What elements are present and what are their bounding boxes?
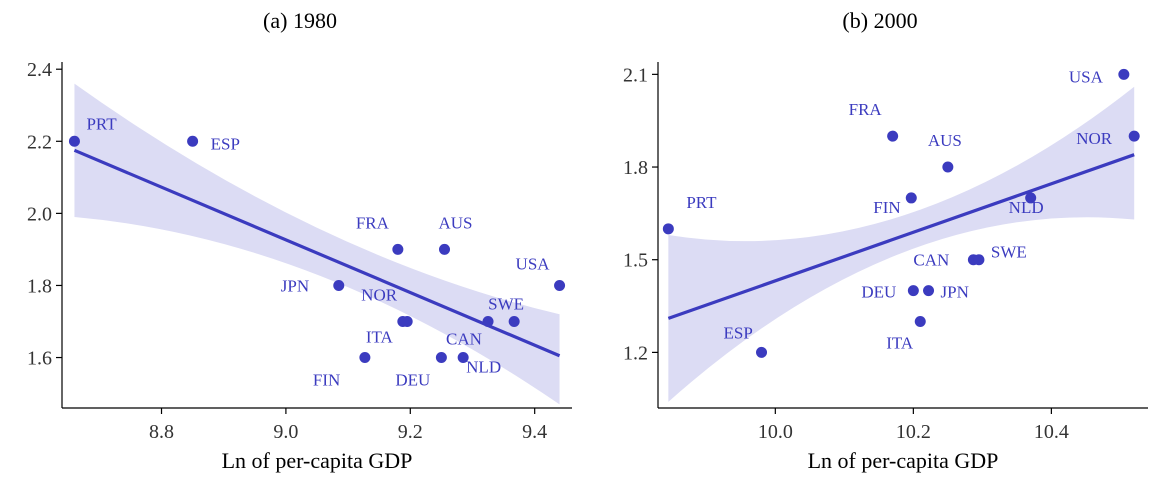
data-point-deu (435, 352, 447, 364)
data-point-fra (887, 130, 899, 142)
point-label-esp: ESP (211, 134, 240, 153)
x-tick-label: 9.4 (522, 421, 547, 443)
data-point-nld (457, 352, 469, 364)
point-label-can: CAN (446, 330, 482, 349)
data-point-aus (942, 161, 954, 173)
panel-title: (b) 2000 (842, 8, 917, 33)
x-axis-label: Ln of per-capita GDP (808, 448, 999, 473)
data-point-deu (907, 285, 919, 297)
x-tick-label: 10.4 (1034, 421, 1069, 443)
y-tick-label: 2.2 (27, 131, 52, 153)
panel-title: (a) 1980 (263, 8, 337, 33)
point-label-jpn: JPN (941, 283, 969, 302)
data-point-swe (508, 316, 520, 327)
point-label-fin: FIN (873, 198, 900, 217)
data-point-ita (397, 316, 409, 327)
point-label-swe: SWE (488, 295, 524, 314)
data-point-fin (359, 352, 371, 364)
x-tick-label: 9.2 (398, 421, 423, 443)
point-label-can: CAN (913, 251, 949, 270)
data-point-fin (905, 192, 917, 204)
x-axis-label: Ln of per-capita GDP (222, 448, 413, 473)
point-label-nld: NLD (1009, 198, 1044, 217)
y-tick-label: 2.1 (623, 64, 648, 86)
point-label-nld: NLD (466, 358, 501, 377)
data-point-prt (68, 135, 80, 147)
data-point-can (482, 316, 494, 327)
point-label-ita: ITA (886, 334, 914, 353)
data-point-nld (1025, 192, 1037, 204)
point-label-fin: FIN (313, 371, 340, 390)
regression-line (73, 148, 561, 358)
point-label-fra: FRA (356, 213, 390, 232)
data-point-esp (187, 135, 199, 147)
point-label-jpn: JPN (281, 276, 309, 295)
data-point-swe (973, 254, 985, 266)
x-tick-label: 9.0 (273, 421, 298, 443)
x-tick-label: 10.2 (896, 421, 931, 443)
data-point-esp (756, 346, 768, 358)
point-label-usa: USA (1069, 67, 1104, 86)
y-tick-label: 1.6 (27, 348, 52, 370)
point-label-usa: USA (516, 254, 551, 273)
data-point-usa (554, 279, 566, 291)
data-point-ita (914, 316, 926, 327)
panel-a-1980: (a) 1980 8.8 9.0 9.2 9.4 1.6 1.8 2.0 2.2 2.4 Ln of… (27, 8, 572, 473)
y-tick-label: 2.0 (27, 203, 52, 225)
y-tick-label: 2.4 (27, 59, 52, 81)
point-label-nor: NOR (361, 286, 398, 305)
point-label-nor: NOR (1076, 129, 1113, 148)
point-label-swe: SWE (991, 243, 1027, 262)
point-label-ita: ITA (366, 328, 394, 347)
data-point-jpn (923, 285, 935, 297)
regression-line (667, 153, 1135, 320)
data-point-usa (1118, 68, 1130, 80)
confidence-band (668, 86, 1135, 402)
panel-b-2000: (b) 2000 10.0 10.2 10.4 1.2 1.5 1.8 2.1 Ln of pe… (623, 8, 1148, 473)
point-label-fra: FRA (849, 100, 883, 119)
x-tick-label: 10.0 (758, 421, 793, 443)
point-label-esp: ESP (724, 323, 753, 342)
data-point-jpn (333, 279, 345, 291)
point-label-aus: AUS (928, 131, 962, 150)
point-label-aus: AUS (439, 213, 473, 232)
confidence-band (74, 83, 560, 405)
data-point-nor (1128, 130, 1140, 142)
point-label-prt: PRT (686, 193, 717, 212)
y-tick-label: 1.8 (623, 157, 648, 179)
data-point-prt (662, 223, 674, 235)
y-tick-label: 1.8 (27, 275, 52, 297)
x-tick-label: 8.8 (149, 421, 174, 443)
data-point-aus (439, 243, 450, 255)
y-tick-label: 1.5 (623, 250, 648, 272)
data-point-fra (392, 243, 404, 255)
point-label-deu: DEU (395, 371, 430, 390)
point-label-deu: DEU (861, 283, 896, 302)
y-tick-label: 1.2 (623, 342, 648, 364)
point-label-prt: PRT (86, 114, 117, 133)
